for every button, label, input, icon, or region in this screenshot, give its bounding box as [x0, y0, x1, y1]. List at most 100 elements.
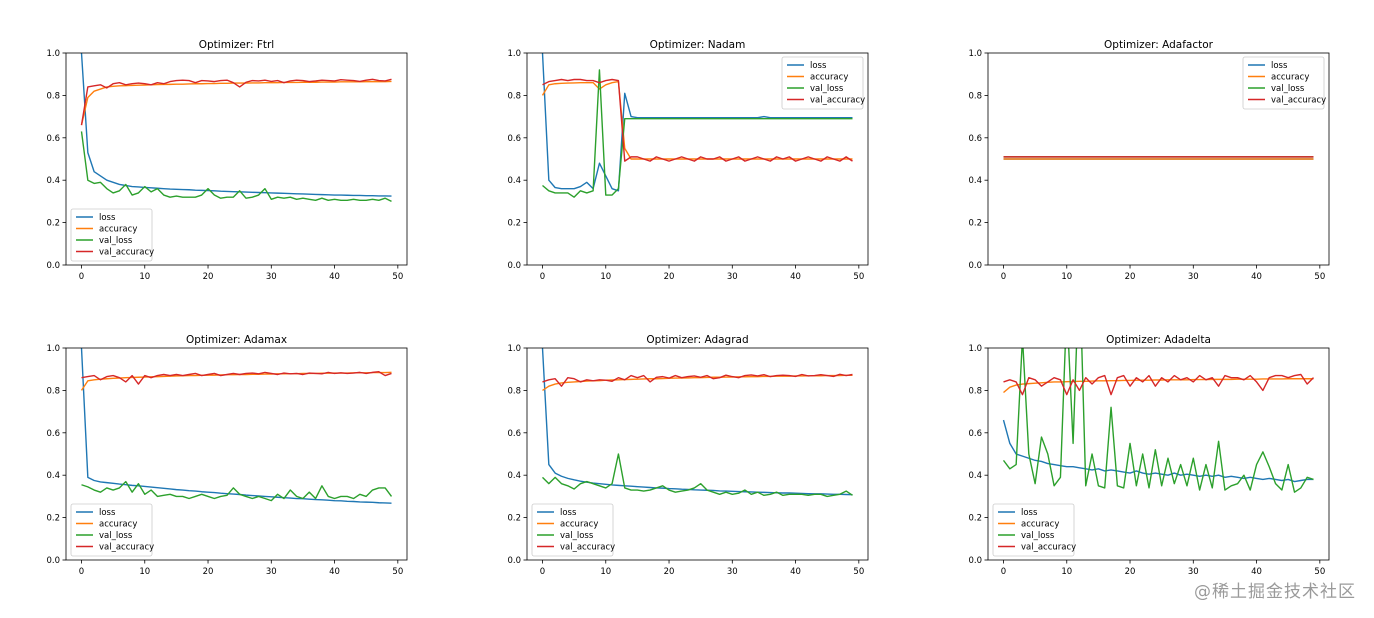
x-tick-label: 20	[1125, 567, 1136, 577]
y-tick-label: 0.8	[968, 386, 982, 396]
x-tick-label: 40	[790, 272, 801, 282]
y-tick-label: 0.0	[507, 556, 521, 566]
y-tick-label: 0.6	[507, 429, 521, 439]
series-line-val-accuracy	[1003, 373, 1314, 396]
subplot-1: Optimizer: Ftrl 0 10 20 30 40 50 0.0 0.2 0.4 0.6 0.…	[46, 39, 408, 282]
x-tick-label: 50	[853, 272, 864, 282]
x-tick-label: 50	[392, 567, 403, 577]
x-tick-label: 50	[1314, 567, 1325, 577]
x-tick-label: 0	[1001, 567, 1006, 577]
y-tick-label: 0.4	[968, 471, 982, 481]
legend-label: accuracy	[1271, 73, 1309, 83]
series-group	[80, 348, 393, 504]
legend-label: val_loss	[99, 236, 133, 246]
y-tick-label: 0.0	[968, 556, 982, 566]
series-line-val-loss	[1002, 348, 1314, 493]
y-tick-label: 0.4	[507, 176, 521, 186]
series-line-val-loss	[542, 69, 853, 198]
legend-label: loss	[1271, 61, 1288, 71]
chart-title: Optimizer: Adagrad	[646, 334, 748, 346]
x-tick-label: 0	[79, 567, 84, 577]
x-tick-label: 10	[139, 272, 150, 282]
x-tick-label: 50	[853, 567, 864, 577]
series-group	[1002, 348, 1314, 493]
x-tick-label: 30	[266, 567, 277, 577]
y-tick-label: 0.2	[46, 514, 60, 524]
series-line-loss	[1002, 419, 1314, 483]
series-line-accuracy	[542, 374, 853, 391]
series-line-val-accuracy	[81, 371, 392, 385]
y-tick-label: 0.2	[968, 219, 982, 229]
x-tick-label: 0	[79, 272, 84, 282]
y-tick-label: 1.0	[968, 49, 982, 59]
watermark-text: @稀土掘金技术社区	[1194, 582, 1356, 602]
y-tick-label: 0.2	[507, 219, 521, 229]
legend-label: accuracy	[560, 520, 598, 530]
series-group	[541, 348, 853, 498]
x-tick-label: 10	[600, 567, 611, 577]
chart-title: Optimizer: Adafactor	[1104, 39, 1214, 51]
y-tick-label: 0.8	[507, 91, 521, 101]
y-tick-label: 0.0	[507, 261, 521, 271]
legend-label: accuracy	[810, 73, 848, 83]
legend-box	[1242, 56, 1325, 110]
legend-box	[70, 503, 153, 557]
x-tick-label: 30	[1188, 272, 1199, 282]
legend-label: val_accuracy	[1021, 543, 1076, 553]
subplot-4: Optimizer: Adamax 0 10 20 30 40 50 0.0 0.2 0.4 0.6…	[46, 334, 408, 577]
x-tick-label: 10	[1061, 567, 1072, 577]
y-tick-label: 1.0	[507, 344, 521, 354]
y-tick-label: 1.0	[46, 344, 60, 354]
series-line-loss	[80, 53, 392, 197]
y-tick-label: 0.6	[968, 429, 982, 439]
series-line-val-loss	[80, 131, 392, 203]
series-line-val-accuracy	[542, 373, 853, 387]
subplot-3: Optimizer: Adafactor 0 10 20 30 40 50 0.0 0.2 0.4…	[968, 39, 1330, 282]
axes-frame	[65, 52, 408, 266]
subplot-2: Optimizer: Nadam 0 10 20 30 40 50 0.0 0.2 0.4 0.6 0…	[507, 39, 869, 282]
legend-box	[781, 56, 864, 110]
x-tick-label: 40	[1251, 272, 1262, 282]
y-tick-label: 1.0	[507, 49, 521, 59]
legend-label: accuracy	[99, 225, 137, 235]
axes-frame	[987, 347, 1330, 561]
legend-label: val_accuracy	[99, 248, 154, 258]
y-tick-label: 0.0	[46, 556, 60, 566]
x-tick-label: 0	[540, 272, 545, 282]
y-tick-label: 0.0	[46, 261, 60, 271]
x-tick-label: 0	[540, 567, 545, 577]
chart-title: Optimizer: Adadelta	[1106, 334, 1211, 346]
legend-box	[992, 503, 1075, 557]
y-tick-label: 0.2	[968, 514, 982, 524]
y-tick-label: 0.8	[46, 91, 60, 101]
y-tick-label: 0.8	[968, 91, 982, 101]
series-line-loss	[541, 53, 853, 192]
x-tick-label: 50	[392, 272, 403, 282]
legend-label: loss	[560, 508, 577, 518]
x-tick-label: 40	[1251, 567, 1262, 577]
legend-label: val_accuracy	[810, 96, 865, 106]
y-tick-label: 0.4	[968, 176, 982, 186]
legend-label: loss	[99, 213, 116, 223]
series-group	[80, 53, 392, 203]
y-tick-label: 0.4	[46, 176, 60, 186]
legend-box	[531, 503, 614, 557]
series-line-accuracy	[1003, 378, 1314, 394]
x-tick-label: 10	[1061, 272, 1072, 282]
x-tick-label: 40	[329, 272, 340, 282]
x-tick-label: 50	[1314, 272, 1325, 282]
x-tick-label: 0	[1001, 272, 1006, 282]
legend-label: loss	[1021, 508, 1038, 518]
subplot-5: Optimizer: Adagrad 0 10 20 30 40 50 0.0 0.2 0.4 0.…	[507, 334, 869, 577]
x-tick-label: 30	[1188, 567, 1199, 577]
series-line-loss	[541, 348, 853, 496]
x-tick-label: 10	[139, 567, 150, 577]
legend-label: val_accuracy	[99, 543, 154, 553]
axes-frame	[987, 52, 1330, 266]
y-tick-label: 0.6	[46, 134, 60, 144]
x-tick-label: 30	[727, 567, 738, 577]
